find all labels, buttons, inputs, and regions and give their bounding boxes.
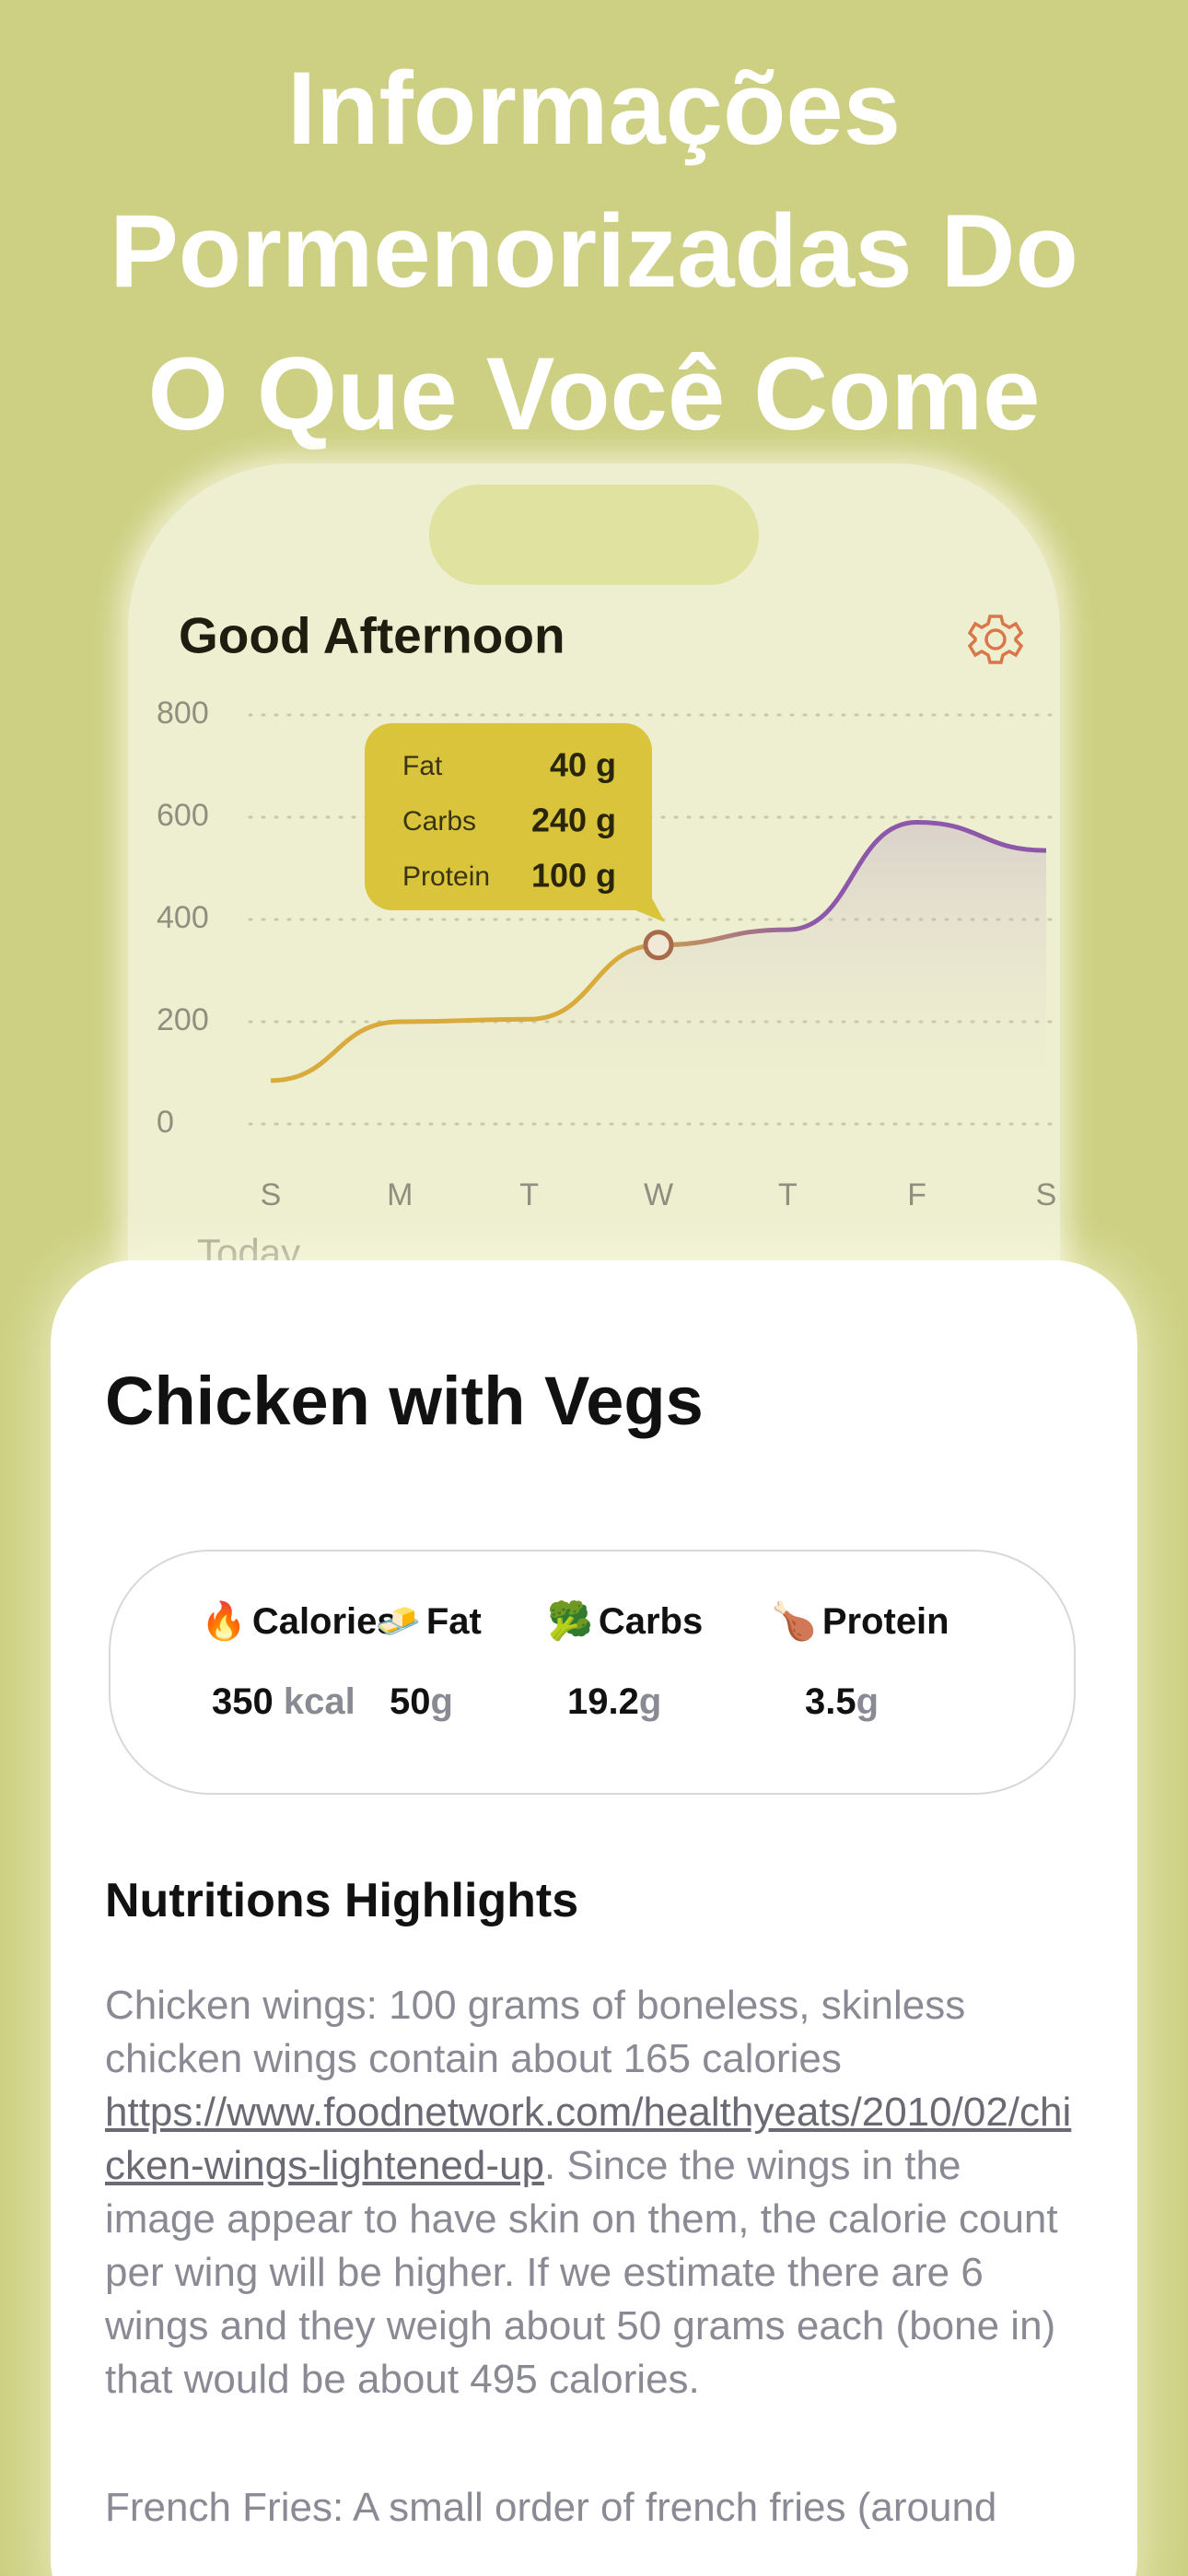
greeting: Good Afternoon [179, 607, 565, 664]
line-area [271, 822, 1046, 1124]
section-title: Nutritions Highlights [105, 1874, 579, 1927]
x-tick-label: M [387, 1177, 413, 1212]
nutrient-icon: 🔥 [201, 1601, 247, 1642]
nutrient-value: 19.2g [567, 1681, 661, 1723]
nutrient-unit: g [856, 1681, 879, 1722]
nutrient-amount: 3.5 [805, 1681, 856, 1722]
nutrient-icon: 🧈 [375, 1601, 421, 1642]
headline-line: Pormenorizadas Do [110, 193, 1078, 309]
x-tick-label: S [261, 1177, 282, 1212]
settings-icon[interactable] [967, 615, 1024, 664]
nutrient-amount: 350 [212, 1681, 274, 1722]
nutrient-label: Fat [425, 1601, 482, 1642]
nutrient-value: 350 kcal [212, 1681, 424, 1723]
nutrient: 🥦 Carbs 19.2g [547, 1599, 713, 1723]
nutrient-label: Protein [821, 1601, 949, 1642]
x-tick-label: F [907, 1177, 926, 1212]
headline-line: O Que Você Come [147, 336, 1041, 451]
meal-name: Chicken with Vegs [105, 1363, 704, 1439]
y-tick-label: 600 [157, 798, 209, 833]
highlight-point [643, 930, 674, 961]
tooltip-box [365, 723, 665, 922]
nutrient: 🧈 Fat 50g [375, 1599, 587, 1723]
nutrient-icon: 🍗 [771, 1601, 817, 1642]
tooltip-value: 100 g [531, 857, 616, 895]
paragraph: Chicken wings: 100 grams of boneless, sk… [105, 1979, 1081, 2406]
headline: Informações Pormenorizadas Do O Que Você… [0, 37, 1188, 465]
tooltip-label: Carbs [402, 806, 476, 837]
y-tick-label: 0 [157, 1105, 174, 1140]
paragraph-text: Chicken wings: 100 grams of boneless, sk… [105, 1983, 966, 2081]
paragraph-text: . Since the wings in the image appear to… [105, 2143, 1058, 2402]
nutrient-unit: kcal [283, 1681, 355, 1722]
y-tick-label: 400 [157, 900, 209, 935]
y-tick-label: 200 [157, 1002, 209, 1037]
x-tick-label: W [644, 1177, 673, 1212]
phone-frame [128, 463, 1060, 1477]
line-chart: 0 200 400 600 800 S M T W T F S Fat 40 g Carbs 240 g Pro… [157, 696, 1062, 1212]
nutrient-unit: g [430, 1681, 453, 1722]
nutrient-amount: 50 [390, 1681, 431, 1722]
nutrient-value: 50g [390, 1681, 601, 1723]
nutrient-header: 🔥 Calories [201, 1599, 413, 1643]
x-tick-label: T [519, 1177, 539, 1212]
nutrient-header: 🥦 Carbs [547, 1599, 713, 1643]
tooltip-label: Fat [402, 751, 443, 781]
notch [429, 485, 759, 585]
nutrient-value: 3.5g [805, 1681, 879, 1723]
y-tick-label: 800 [157, 696, 209, 731]
paragraph-text: French Fries: A small order of french fr… [105, 2485, 997, 2530]
nutrient: 🍗 Protein 3.5g [771, 1599, 949, 1723]
x-tick-label: T [778, 1177, 798, 1212]
nutrient-header: 🍗 Protein [771, 1599, 949, 1643]
meal-card: Chicken with Vegs 🔥 Calories 350 kcal 🧈 Fat 5… [51, 1260, 1137, 2576]
nutrient-summary: 🔥 Calories 350 kcal 🧈 Fat 50g 🥦 Carbs 19.2g 🍗 Prot… [109, 1550, 1076, 1795]
tooltip-value: 40 g [550, 746, 616, 784]
paragraph: French Fries: A small order of french fr… [105, 2481, 1081, 2535]
nutrient-label: Calories [251, 1601, 398, 1642]
tooltip-label: Protein [402, 861, 490, 892]
nutrient: 🔥 Calories 350 kcal [201, 1599, 413, 1723]
x-tick-label: S [1036, 1177, 1057, 1212]
nutrient-amount: 19.2 [567, 1681, 639, 1722]
nutrient-label: Carbs [598, 1601, 704, 1642]
headline-line: Informações [287, 51, 901, 166]
tooltip-value: 240 g [531, 802, 616, 839]
nutrient-header: 🧈 Fat [375, 1599, 587, 1643]
link[interactable]: https://www.foodnetwork.com/healthyeats/… [105, 2090, 1072, 2188]
nutrient-unit: g [638, 1681, 662, 1722]
nutrient-icon: 🥦 [547, 1601, 593, 1642]
